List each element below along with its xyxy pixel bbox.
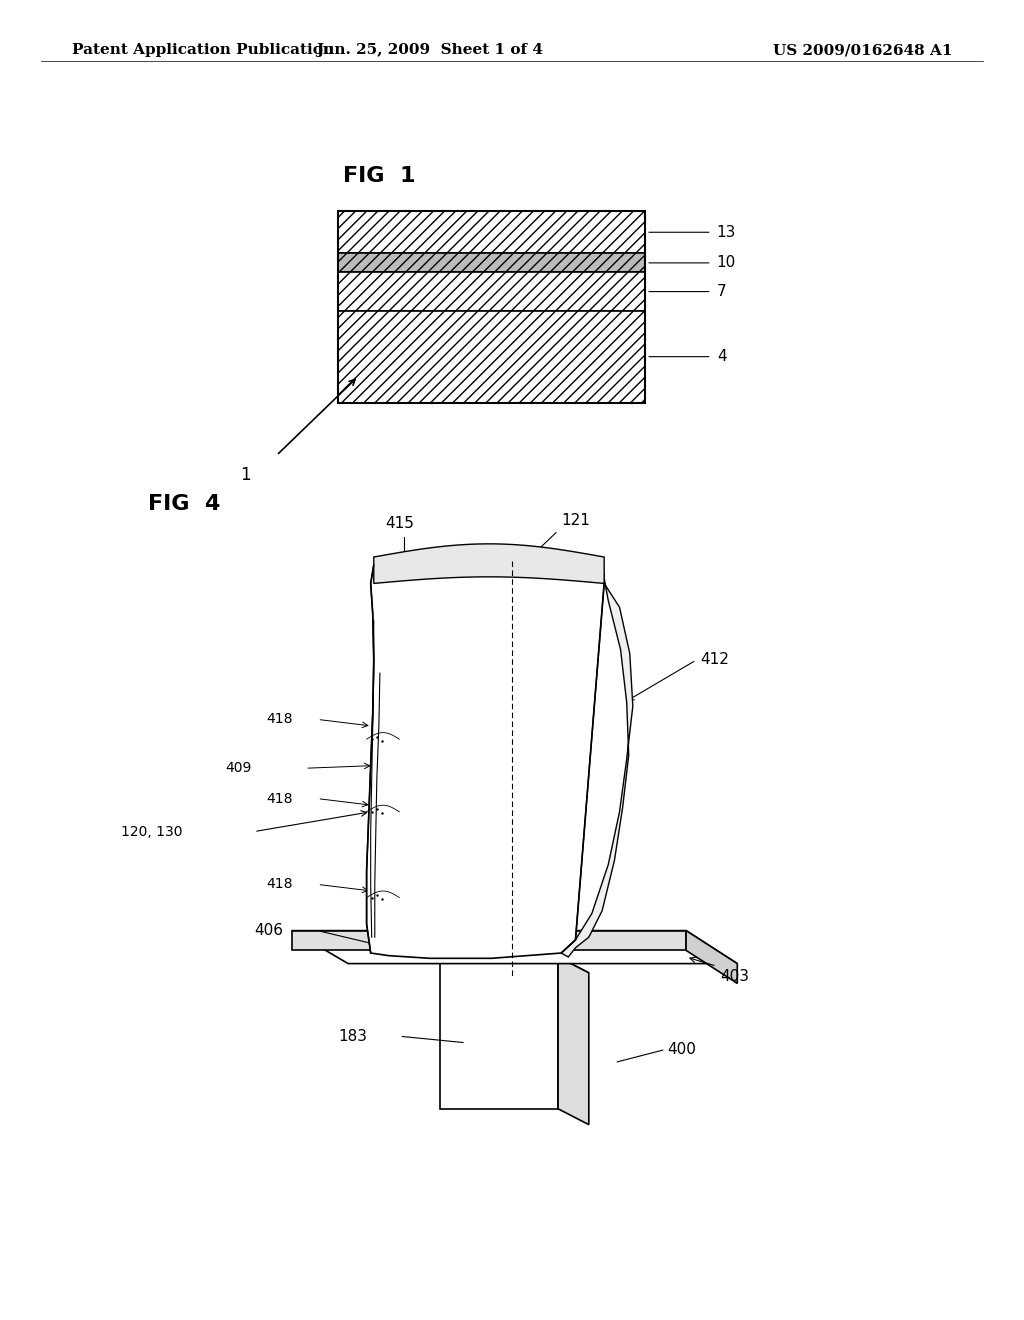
Polygon shape bbox=[558, 957, 589, 1125]
Text: 10: 10 bbox=[717, 255, 736, 271]
Text: FIG  1: FIG 1 bbox=[343, 165, 416, 186]
Text: 400: 400 bbox=[668, 1041, 696, 1057]
Polygon shape bbox=[440, 950, 558, 957]
Polygon shape bbox=[686, 931, 737, 983]
Text: 121: 121 bbox=[561, 513, 590, 528]
Text: 183: 183 bbox=[338, 1028, 367, 1044]
Text: FIG  4: FIG 4 bbox=[148, 494, 221, 515]
Text: 4: 4 bbox=[717, 350, 726, 364]
Polygon shape bbox=[367, 565, 604, 958]
Polygon shape bbox=[440, 957, 558, 1109]
Text: 120, 130: 120, 130 bbox=[121, 825, 182, 838]
Bar bbox=[338, 310, 645, 403]
Bar bbox=[338, 272, 645, 310]
Polygon shape bbox=[374, 544, 604, 583]
Text: 406: 406 bbox=[254, 923, 283, 939]
Text: 418: 418 bbox=[266, 792, 293, 805]
Text: 13: 13 bbox=[717, 224, 736, 240]
Polygon shape bbox=[292, 931, 686, 950]
Text: 1: 1 bbox=[241, 466, 251, 484]
Polygon shape bbox=[292, 931, 737, 964]
Text: US 2009/0162648 A1: US 2009/0162648 A1 bbox=[773, 44, 952, 57]
Text: 7: 7 bbox=[717, 284, 726, 300]
Text: 409: 409 bbox=[225, 762, 252, 775]
Text: Jun. 25, 2009  Sheet 1 of 4: Jun. 25, 2009 Sheet 1 of 4 bbox=[316, 44, 544, 57]
Text: 418: 418 bbox=[266, 878, 293, 891]
Text: 403: 403 bbox=[720, 969, 749, 983]
Polygon shape bbox=[440, 957, 589, 973]
Bar bbox=[338, 211, 645, 253]
Text: 412: 412 bbox=[700, 652, 729, 668]
Bar bbox=[338, 211, 645, 403]
Text: 415: 415 bbox=[385, 516, 414, 531]
Text: Patent Application Publication: Patent Application Publication bbox=[72, 44, 334, 57]
Polygon shape bbox=[561, 578, 633, 957]
Bar bbox=[338, 253, 645, 272]
Text: 418: 418 bbox=[266, 713, 293, 726]
